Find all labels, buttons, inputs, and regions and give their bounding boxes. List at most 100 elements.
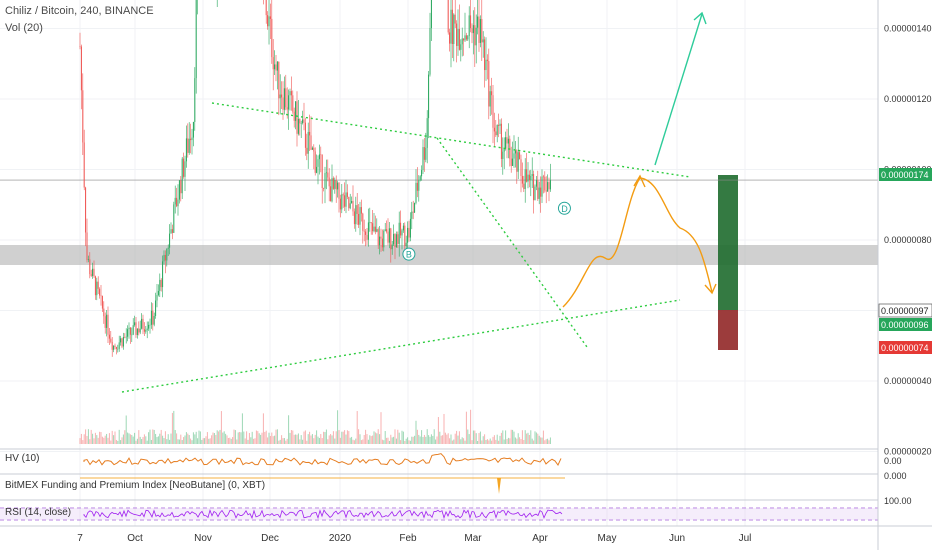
volume-bar <box>94 432 96 444</box>
volume-bar <box>286 438 288 444</box>
volume-bar <box>440 435 442 444</box>
volume-bar <box>187 433 189 444</box>
volume-bar <box>422 437 424 444</box>
volume-bar <box>505 430 507 444</box>
candle-body <box>485 59 487 71</box>
volume-bar <box>243 431 245 444</box>
upper-trendline <box>211 102 691 178</box>
hv-line <box>83 453 562 466</box>
candle-body <box>307 131 309 154</box>
volume-bar <box>339 437 341 444</box>
candle-body <box>342 194 344 196</box>
candle-body <box>148 324 150 329</box>
candle-body <box>355 205 357 225</box>
volume-bar <box>383 440 385 444</box>
volume-bar <box>99 431 101 444</box>
candle-body <box>108 334 110 339</box>
volume-bar <box>358 429 360 444</box>
candle-body <box>283 88 285 110</box>
volume-bar <box>334 438 336 444</box>
volume-bar <box>475 433 477 444</box>
volume-bar <box>150 439 152 444</box>
volume-bar <box>240 432 242 444</box>
candle-body <box>468 15 470 37</box>
volume-bar <box>516 438 518 444</box>
volume-bar <box>138 430 140 444</box>
price-tag-label: 0.00000096 <box>881 320 929 330</box>
volume-bar <box>167 434 169 444</box>
candle-body <box>519 152 521 160</box>
volume-bar <box>328 435 330 444</box>
candle-body <box>372 223 374 232</box>
volume-bar <box>514 437 516 444</box>
candle-body <box>450 9 452 44</box>
volume-bar <box>456 430 458 444</box>
candle-body <box>176 197 178 207</box>
candle-body <box>166 248 168 261</box>
volume-bar <box>332 431 334 444</box>
volume-bar <box>204 438 206 444</box>
candle-body <box>478 16 480 43</box>
candle-body <box>310 135 312 150</box>
volume-bar <box>178 439 180 444</box>
candle-body <box>269 16 271 19</box>
volume-bar <box>299 439 301 444</box>
volume-bar <box>181 440 183 444</box>
candle-body <box>139 328 141 333</box>
volume-bar <box>540 437 542 444</box>
candle-body <box>451 9 453 44</box>
volume-bar <box>226 435 228 444</box>
candle-body <box>376 229 378 232</box>
candle-body <box>541 176 543 197</box>
candle-body <box>331 178 333 202</box>
volume-bar <box>387 437 389 444</box>
volume-bar <box>211 435 213 444</box>
volume-bar <box>423 434 425 444</box>
volume-bar <box>241 413 243 444</box>
volume-bar <box>428 435 430 444</box>
candle-body <box>535 180 537 187</box>
candle-body <box>491 91 493 96</box>
volume-bar <box>479 431 481 444</box>
candle-body <box>111 341 113 350</box>
wave-label-d: D <box>561 204 568 214</box>
volume-bar <box>208 438 210 444</box>
candle-body <box>474 25 476 46</box>
volume-bar <box>110 440 112 444</box>
volume-bar <box>274 435 276 444</box>
arrowhead-breakout <box>693 11 707 25</box>
volume-bar <box>218 431 220 444</box>
candle-body <box>456 23 458 46</box>
candle-body <box>276 61 278 71</box>
volume-bar <box>233 429 235 444</box>
candle-body <box>530 175 532 180</box>
trendlines <box>121 11 717 393</box>
volume-bar <box>250 437 252 444</box>
candle-body <box>313 147 315 152</box>
volume-bar <box>405 438 407 444</box>
candle-body <box>285 88 287 108</box>
volume-bar <box>170 433 172 444</box>
candle-body <box>453 14 455 44</box>
volume-bar <box>171 412 173 444</box>
volume-bar <box>495 439 497 444</box>
candle-body <box>366 234 368 240</box>
candle-body <box>188 138 190 153</box>
candle-body <box>127 329 129 337</box>
pane-tick-label: 0.000 <box>884 471 907 481</box>
volume-bar <box>185 432 187 444</box>
candle-body <box>104 316 106 328</box>
candle-body <box>87 259 89 261</box>
candle-body <box>316 166 318 173</box>
volume-bar <box>173 410 175 444</box>
candle-body <box>516 150 518 172</box>
candle-body <box>540 187 542 197</box>
price-tag-label: 0.00000174 <box>881 170 929 180</box>
volume-bar <box>545 439 547 444</box>
candle-body <box>325 172 327 174</box>
volume-bar <box>463 438 465 444</box>
volume-bar <box>351 436 353 444</box>
candle-body <box>292 95 294 112</box>
